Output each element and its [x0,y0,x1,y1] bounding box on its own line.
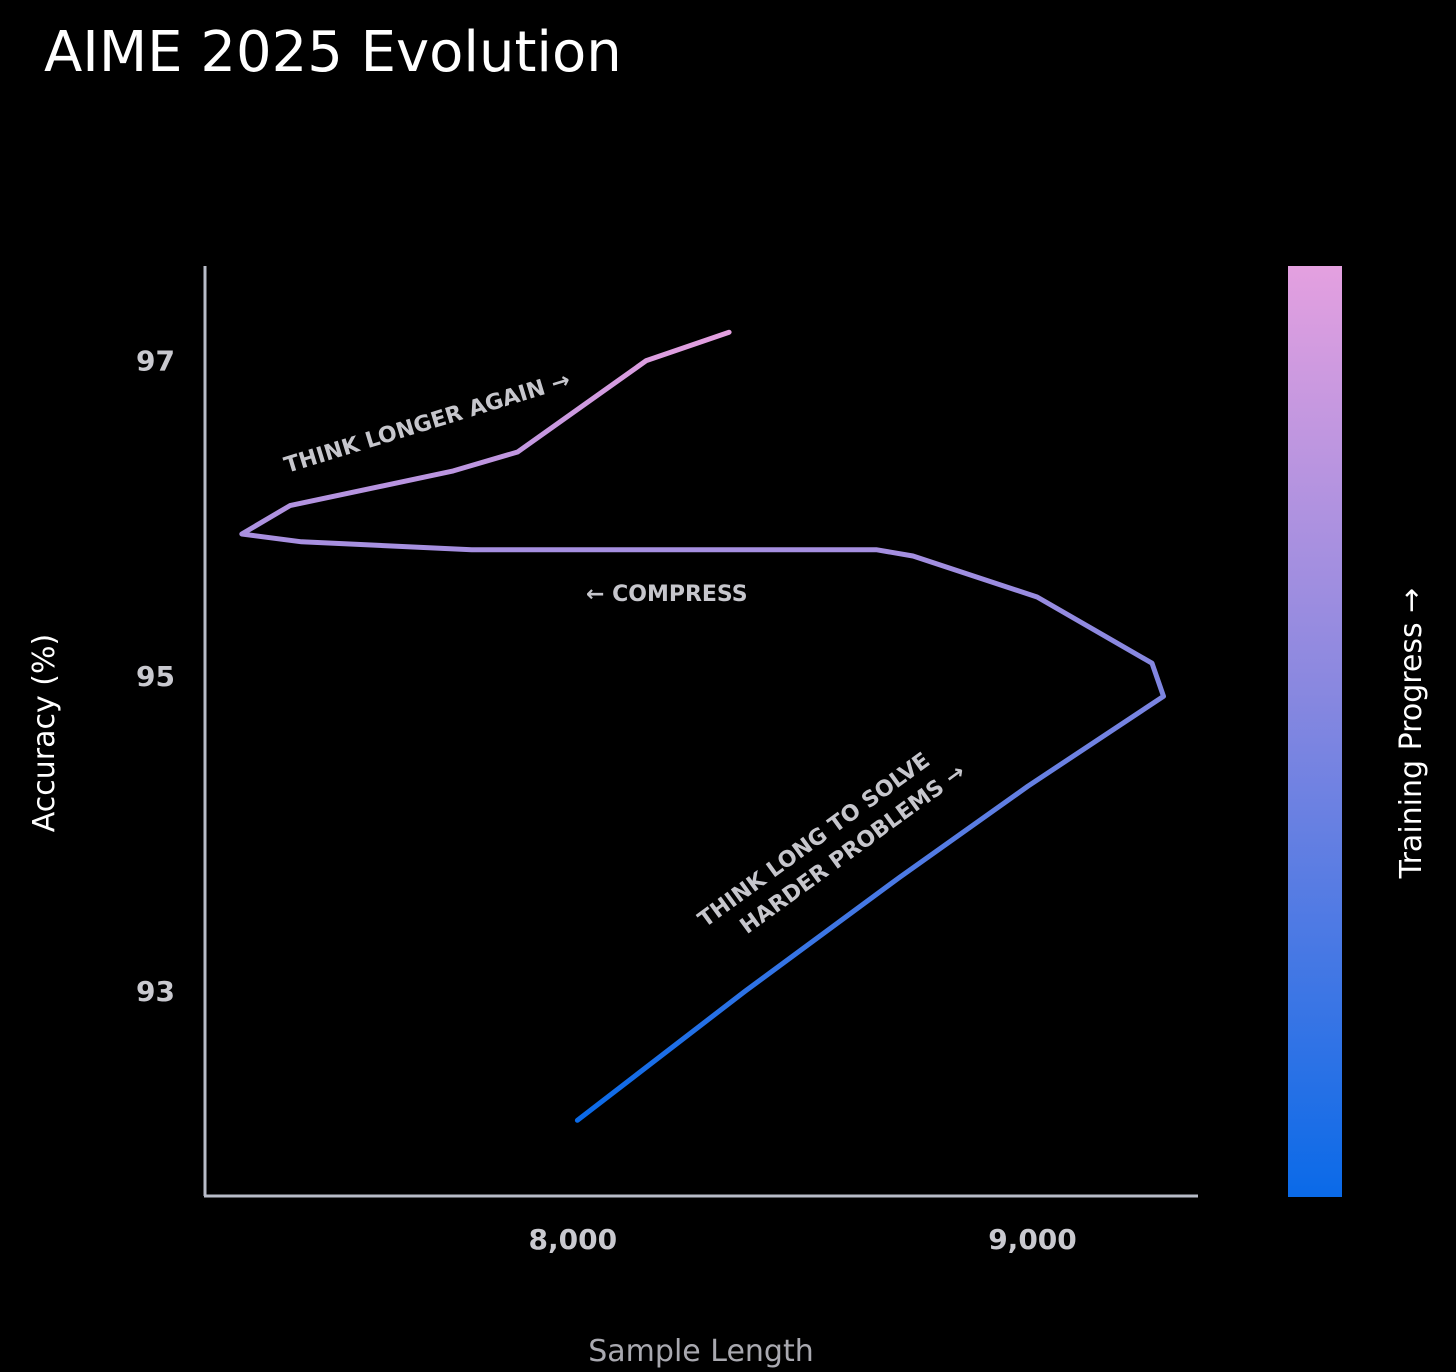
chart-title: AIME 2025 Evolution [44,20,622,85]
y-tick-label: 95 [136,660,175,693]
x-axis-label: Sample Length [588,1334,814,1369]
series-line [239,329,1166,1123]
y-tick-label: 97 [136,345,175,378]
x-tick-label: 8,000 [528,1223,617,1256]
annotation-line: THINK LONG TO SOLVE [694,748,935,933]
annotation-compress: ← COMPRESS [586,582,748,607]
y-tick-label: 93 [136,975,175,1008]
x-tick-labels: 8,000 9,000 [528,1223,1076,1256]
axes [203,266,1198,1198]
annotation-think-longer-again: THINK LONGER AGAIN → [281,368,573,479]
annotation-line: ← COMPRESS [586,582,748,607]
y-tick-labels: 93 95 97 [136,345,175,1009]
colorbar [1288,266,1342,1197]
annotation-line: THINK LONGER AGAIN → [281,368,573,479]
annotation-think-long-to-solve: THINK LONG TO SOLVE HARDER PROBLEMS → [694,748,970,939]
x-tick-label: 9,000 [988,1223,1077,1256]
y-axis-label: Accuracy (%) [27,634,62,832]
colorbar-label: Training Progress → [1394,588,1429,880]
